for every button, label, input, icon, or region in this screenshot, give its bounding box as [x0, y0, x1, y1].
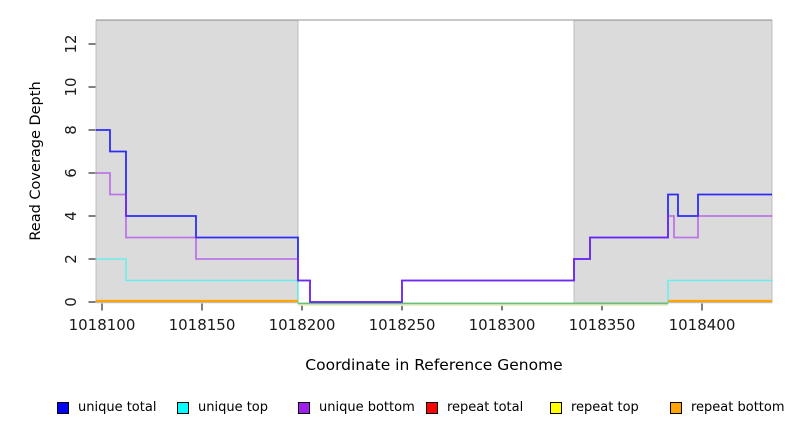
y-tick-label: 8	[62, 125, 80, 135]
y-tick-label: 6	[62, 168, 80, 178]
legend-label: repeat bottom	[691, 400, 785, 415]
y-tick-label: 4	[62, 211, 80, 221]
x-tick-label: 1018250	[368, 316, 436, 334]
y-tick-label: 12	[62, 34, 80, 54]
x-tick-label: 1018150	[168, 316, 236, 334]
legend-swatch-icon	[670, 402, 682, 414]
legend-label: unique top	[198, 400, 269, 415]
legend-label: repeat total	[447, 400, 524, 415]
legend-label: unique total	[78, 400, 157, 415]
legend-label: repeat top	[571, 400, 639, 415]
legend-swatch-icon	[57, 402, 69, 414]
legend-item-repeat-top: repeat top	[550, 400, 639, 415]
y-axis-title: Read Coverage Depth	[28, 81, 44, 241]
legend-swatch-icon	[298, 402, 310, 414]
legend-swatch-icon	[177, 402, 189, 414]
x-tick-label: 1018100	[68, 316, 136, 334]
x-tick-label: 1018350	[568, 316, 636, 334]
series-line-unique-top	[96, 258, 772, 305]
x-tick-label: 1018300	[468, 316, 536, 334]
legend-swatch-icon	[550, 402, 562, 414]
series-line-unique-bottom	[96, 172, 772, 303]
legend-item-unique-top: unique top	[177, 400, 268, 415]
legend-item-repeat-total: repeat total	[426, 400, 523, 415]
legend-label: unique bottom	[319, 400, 415, 415]
shaded-region	[95, 20, 299, 304]
x-tick-label: 1018200	[268, 316, 336, 334]
y-tick-label: 0	[62, 297, 80, 307]
legend-item-repeat-bottom: repeat bottom	[670, 400, 785, 415]
legend-swatch-icon	[426, 402, 438, 414]
legend-item-unique-bottom: unique bottom	[298, 400, 415, 415]
legend-item-unique-total: unique total	[57, 400, 156, 415]
y-tick-label: 10	[62, 77, 80, 97]
y-tick-label: 2	[62, 254, 80, 264]
x-axis-title: Coordinate in Reference Genome	[305, 356, 563, 374]
shaded-region	[573, 20, 773, 304]
x-tick-label: 1018400	[668, 316, 736, 334]
